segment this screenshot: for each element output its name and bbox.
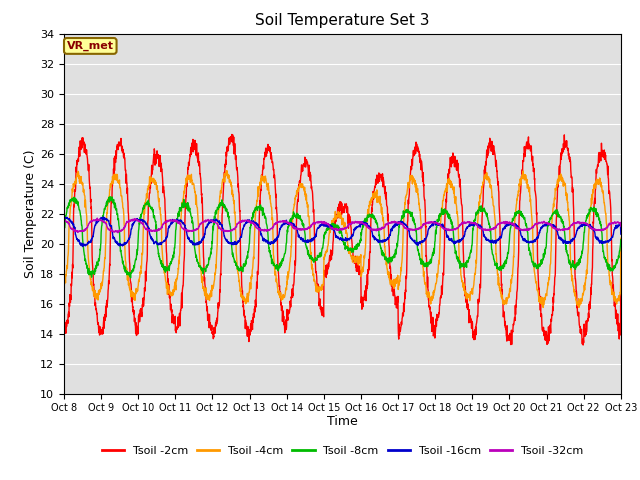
Y-axis label: Soil Temperature (C): Soil Temperature (C) [24,149,37,278]
Title: Soil Temperature Set 3: Soil Temperature Set 3 [255,13,429,28]
Text: VR_met: VR_met [67,41,114,51]
Legend: Tsoil -2cm, Tsoil -4cm, Tsoil -8cm, Tsoil -16cm, Tsoil -32cm: Tsoil -2cm, Tsoil -4cm, Tsoil -8cm, Tsoi… [97,441,588,460]
X-axis label: Time: Time [327,415,358,428]
